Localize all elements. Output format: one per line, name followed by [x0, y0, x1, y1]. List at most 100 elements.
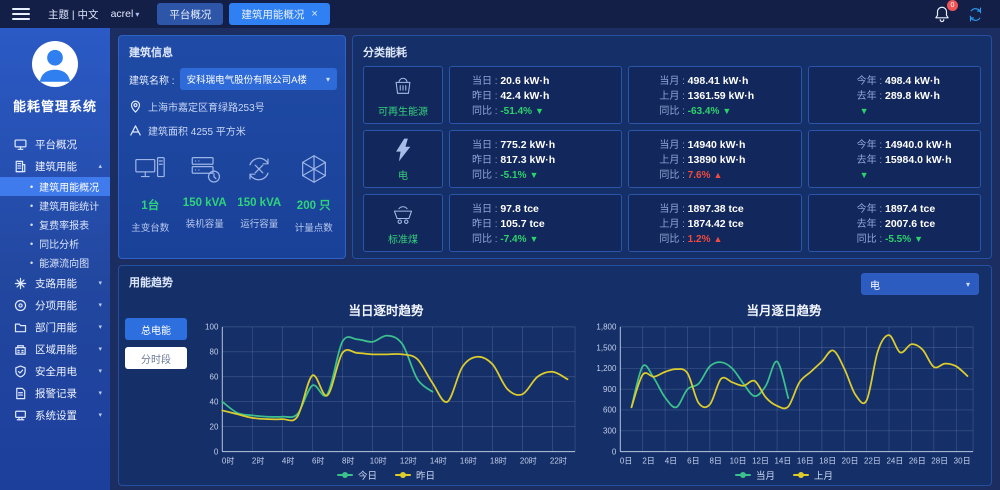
branch-icon [14, 277, 27, 290]
svg-text:20时: 20时 [520, 455, 537, 465]
sidebar-item-1[interactable]: 建筑用能 ▴ [0, 155, 110, 177]
energy-trend-panel: 用能趋势 电 ▾ 总电能 分时段 当日逐时趋势 0 20 40 60 80 100 0时 2时 4时… [118, 265, 992, 486]
category-stat-cell: 当月 : 14940 kW·h 上月 : 13890 kW·h 同比 : 7.6% ▲ [628, 130, 802, 188]
chevron-down-icon: ▾ [325, 74, 330, 84]
legend-item[interactable]: 上月 [793, 468, 833, 482]
electric-icon [390, 137, 416, 163]
category-icon-cell: 电 [363, 130, 443, 188]
region-icon [14, 343, 27, 356]
user-menu[interactable]: acrel ▾ [110, 8, 140, 20]
sidebar-subitem-1-4[interactable]: • 能源流向图 [0, 253, 110, 272]
svg-text:1,500: 1,500 [596, 343, 617, 352]
sidebar-item-8[interactable]: 系统设置 ▾ [0, 404, 110, 426]
sidebar-item-0[interactable]: 平台概况 [0, 133, 110, 155]
energy-type-select[interactable]: 电 ▾ [861, 273, 979, 295]
up-arrow-icon: ▲ [713, 234, 723, 244]
sidebar-subitem-1-0[interactable]: • 建筑用能概况 [0, 177, 110, 196]
alarm-icon [14, 387, 27, 400]
legend-label: 今日 [357, 471, 377, 483]
theme-language-switch[interactable]: 主题 | 中文 [48, 8, 99, 21]
tab-1[interactable]: 建筑用能概况 × [229, 3, 330, 25]
legend-marker-icon [734, 472, 751, 479]
bullet-icon: • [30, 219, 34, 230]
chevron-down-icon: ▾ [98, 324, 102, 331]
sidebar-nav: 平台概况 建筑用能 ▴ • 建筑用能概况 • 建筑用能统计 • 复费率报表 • 同比分析 • 能源流向图… [0, 133, 110, 490]
chevron-down-icon: ▾ [98, 390, 102, 397]
running-icon [241, 152, 277, 186]
building-name-select[interactable]: 安科瑞电气股份有限公司A楼 ▾ [179, 68, 337, 90]
category-stat-cell: 当月 : 498.41 kW·h 上月 : 1361.59 kW·h 同比 : -6… [628, 66, 802, 124]
trend-button-1[interactable]: 分时段 [125, 347, 187, 369]
bullet-icon: • [30, 200, 34, 211]
sidebar-subitem-label: 复费率报表 [39, 221, 90, 232]
trend-buttons: 总电能 分时段 [125, 296, 187, 483]
building-name-label: 建筑名称 : [129, 75, 175, 87]
chevron-down-icon: ▾ [965, 279, 970, 289]
svg-text:14时: 14时 [430, 455, 447, 465]
up-arrow-icon: ▲ [713, 170, 723, 180]
menu-toggle-icon[interactable] [12, 8, 30, 20]
category-row-0: 可再生能源 当日 : 20.6 kW·h 昨日 : 42.4 kW·h 同比 : -5… [363, 66, 981, 124]
refresh-icon[interactable] [967, 6, 984, 23]
coal-icon [390, 201, 416, 227]
tab-0[interactable]: 平台概况 [157, 3, 224, 25]
sidebar-item-label: 平台概况 [35, 138, 77, 151]
sidebar-subitem-label: 建筑用能统计 [39, 202, 100, 213]
stat-value: 150 kVA [237, 197, 282, 209]
svg-text:6日: 6日 [687, 456, 699, 465]
chart-legend: 今日 昨日 [187, 467, 585, 483]
sidebar-item-3[interactable]: 分项用能 ▾ [0, 294, 110, 316]
sidebar-item-4[interactable]: 部门用能 ▾ [0, 316, 110, 338]
svg-text:600: 600 [603, 406, 617, 415]
svg-text:0: 0 [612, 447, 617, 456]
svg-text:18时: 18时 [490, 455, 507, 465]
chart-title: 当日逐时趋势 [348, 304, 424, 318]
legend-item[interactable]: 当月 [734, 468, 775, 483]
legend-item[interactable]: 昨日 [395, 468, 435, 482]
down-arrow-icon: ▼ [914, 234, 924, 244]
down-arrow-icon: ▼ [535, 106, 544, 116]
category-stat-cell: 今年 : 14940.0 kW·h 去年 : 15984.0 kW·h ▼ [807, 130, 981, 188]
svg-text:6时: 6时 [312, 455, 324, 465]
down-arrow-icon: ▼ [529, 234, 539, 244]
svg-text:18日: 18日 [819, 456, 836, 465]
down-arrow-icon: ▼ [722, 106, 732, 116]
sidebar-subitem-label: 能源流向图 [39, 259, 90, 270]
sidebar-subitem-label: 同比分析 [39, 240, 80, 251]
category-row-2: 标准煤 当日 : 97.8 tce 昨日 : 105.7 tce 同比 : -7.4%… [363, 194, 981, 252]
close-icon[interactable]: × [311, 8, 318, 20]
svg-text:2时: 2时 [252, 455, 264, 465]
down-arrow-icon: ▼ [529, 170, 539, 180]
trend-button-0[interactable]: 总电能 [125, 318, 187, 340]
building-stat-2: 150 kVA 运行容量 [232, 152, 287, 234]
subitem-icon [14, 299, 27, 312]
sidebar-item-7[interactable]: 报警记录 ▾ [0, 382, 110, 404]
sidebar-subitem-1-2[interactable]: • 复费率报表 [0, 215, 110, 234]
svg-text:80: 80 [209, 348, 218, 357]
category-icon-cell: 标准煤 [363, 194, 443, 252]
renewable-icon [390, 73, 416, 99]
sidebar-subitem-1-1[interactable]: • 建筑用能统计 [0, 196, 110, 215]
stat-label: 计量点数 [294, 223, 333, 234]
category-name: 可再生能源 [378, 106, 428, 118]
svg-text:20: 20 [209, 422, 218, 431]
sidebar-subitem-1-3[interactable]: • 同比分析 [0, 234, 110, 253]
legend-marker-icon [793, 472, 809, 479]
building-icon [14, 160, 27, 173]
down-arrow-icon: ▼ [859, 106, 869, 116]
legend-label: 当月 [755, 471, 775, 483]
sidebar-item-6[interactable]: 安全用电 ▾ [0, 360, 110, 382]
svg-text:8时: 8时 [342, 455, 354, 465]
sidebar-item-label: 支路用能 [35, 277, 77, 290]
notification-bell-icon[interactable]: 0 [933, 0, 958, 23]
down-arrow-icon: ▼ [859, 170, 869, 180]
sidebar-item-5[interactable]: 区域用能 ▾ [0, 338, 110, 360]
chevron-up-icon: ▴ [98, 163, 102, 170]
legend-item[interactable]: 今日 [336, 468, 377, 483]
chart-0: 当日逐时趋势 0 20 40 60 80 100 0时 2时 4时 6时 8时 10时 12时 14时 16时… [187, 296, 585, 483]
sidebar-item-2[interactable]: 支路用能 ▾ [0, 272, 110, 294]
category-stat-cell: 当月 : 1897.38 tce 上月 : 1874.42 tce 同比 : 1.2… [628, 194, 802, 252]
safety-icon [14, 365, 27, 378]
stat-label: 装机容量 [185, 219, 224, 230]
line-chart-1: 0 300 600 900 1,200 1,500 1,800 0日 2日 4日 6日 8日 10日 12… [596, 323, 974, 465]
